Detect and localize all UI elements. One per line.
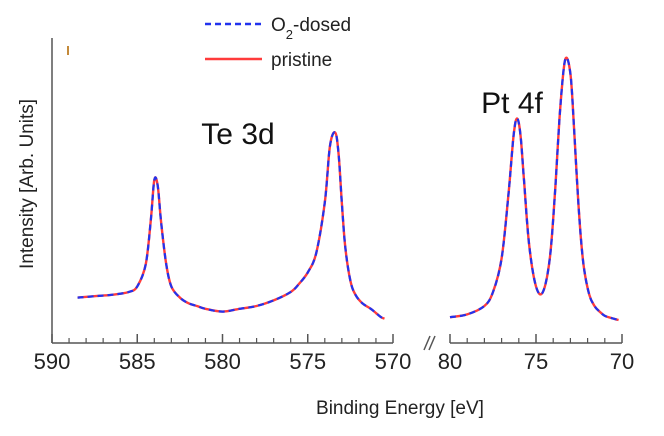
x-tick-label: 580: [204, 349, 241, 374]
pt-4f-label: Pt 4f: [481, 87, 543, 120]
legend-label-pristine: pristine: [271, 50, 332, 71]
plot-frame: [51, 38, 622, 351]
legend-entry-o2-dosed: O2-dosed: [205, 15, 351, 42]
x-tick-label: 70: [610, 349, 634, 374]
series-curves: [77, 56, 619, 322]
legend-label-o2-dosed: O2-dosed: [271, 15, 351, 42]
legend: O2-dosed pristine: [205, 15, 351, 71]
x-tick-label: 590: [34, 349, 71, 374]
x-axis-title: Binding Energy [eV]: [316, 398, 484, 419]
legend-entry-pristine: pristine: [205, 50, 332, 71]
x-tick-label: 80: [438, 349, 462, 374]
x-tick-label: 75: [524, 349, 548, 374]
x-tick-label: 575: [289, 349, 326, 374]
axis-break-marker: [423, 335, 436, 351]
series-line-o2-dosed-pt4f: [449, 56, 619, 322]
te-3d-label: Te 3d: [201, 118, 274, 151]
x-tick-label: 585: [119, 349, 156, 374]
tick-group: 590 585 580 575 570 80 75 70: [34, 334, 634, 374]
x-tick-label: 570: [375, 349, 412, 374]
series-line-o2-dosed-te3d: [77, 131, 385, 320]
y-axis-title: Intensity [Arb. Units]: [17, 99, 38, 269]
